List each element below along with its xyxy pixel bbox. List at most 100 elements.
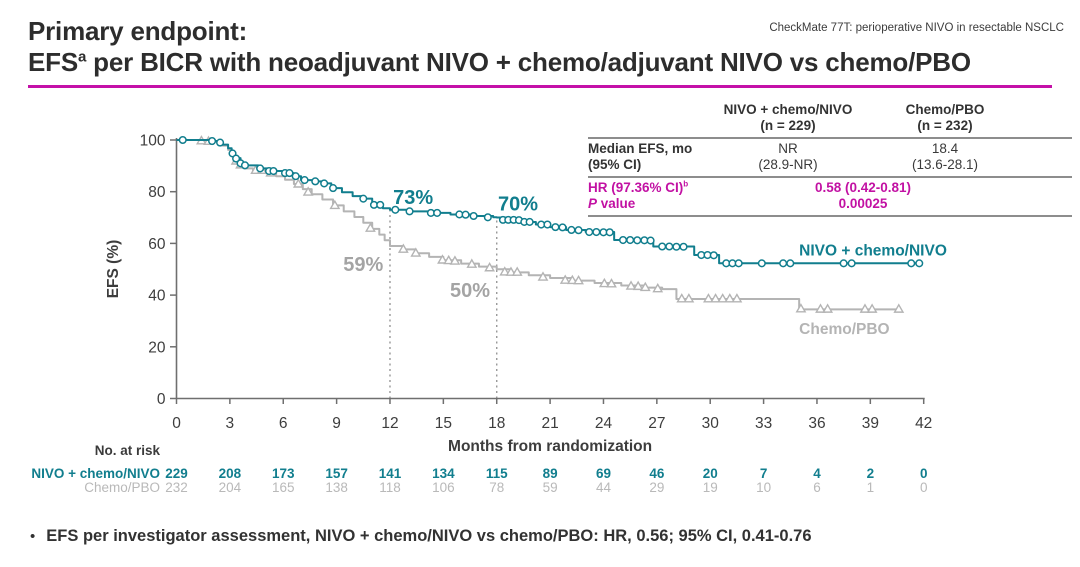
no-at-risk-value: 157 <box>325 466 348 481</box>
footnote-text: EFS per investigator assessment, NIVO + … <box>46 527 812 545</box>
median-value-nivo: NR (28.9-NR) <box>706 141 870 173</box>
no-at-risk-value: 20 <box>703 466 718 481</box>
censor-mark-triangle <box>795 303 807 313</box>
censor-mark-triangle <box>717 293 729 303</box>
y-tick-label: 20 <box>148 339 166 356</box>
censor-mark-triangle <box>484 262 496 272</box>
col1-header-n: (n = 229) <box>760 117 816 133</box>
median-value-chemo: 18.4 (13.6-28.1) <box>870 141 1020 173</box>
censor-mark-triangle <box>365 222 376 232</box>
censor-mark-circle <box>679 242 688 251</box>
censor-mark-circle <box>483 213 492 222</box>
censor-mark-triangle <box>625 280 637 290</box>
no-at-risk-value: 165 <box>272 480 295 495</box>
no-at-risk-value: 229 <box>165 466 188 481</box>
hr-label-text: HR (97.36% CI) <box>588 179 684 195</box>
censor-mark-circle <box>359 194 368 203</box>
censor-mark-circle <box>269 166 278 176</box>
y-axis-title: EFS (%) <box>105 240 122 299</box>
x-tick-label: 18 <box>488 415 505 432</box>
censor-mark-circle <box>461 210 470 219</box>
censor-mark-circle <box>646 236 655 245</box>
x-tick-label: 15 <box>435 415 452 432</box>
trial-tag: CheckMate 77T: perioperative NIVO in res… <box>769 22 1064 34</box>
y-tick-label: 0 <box>157 391 166 408</box>
y-tick-label: 40 <box>148 288 166 305</box>
no-at-risk-value: 46 <box>649 466 665 481</box>
footnote-bullet: • EFS per investigator assessment, NIVO … <box>30 527 1050 547</box>
censor-mark-triangle <box>559 274 571 284</box>
median-chemo-ci: (13.6-28.1) <box>911 156 979 172</box>
no-at-risk-value: 118 <box>379 480 401 495</box>
p-label: P value <box>588 196 706 212</box>
no-at-risk-value: 44 <box>596 480 612 495</box>
censor-mark-triangle <box>499 266 511 276</box>
curve-label-nivo: NIVO + chemo/NIVO <box>799 243 947 260</box>
title-footnote-marker: a <box>77 48 87 66</box>
x-tick-label: 39 <box>862 415 879 432</box>
median-efs-label: Median EFS, mo (95% CI) <box>588 141 706 173</box>
censor-mark-circle <box>433 208 442 217</box>
censor-mark-circle <box>907 259 916 268</box>
censor-mark-circle <box>574 226 583 235</box>
efs-stats-table: NIVO + chemo/NIVO (n = 229) Chemo/PBO (n… <box>588 100 1072 217</box>
censor-mark-circle <box>525 217 534 226</box>
hr-label: HR (97.36% CI)b <box>588 180 706 196</box>
median-label-line1: Median EFS, mo <box>588 140 693 156</box>
censor-mark-triangle <box>893 303 905 313</box>
x-tick-label: 6 <box>279 415 288 432</box>
censor-mark-triangle <box>598 277 610 288</box>
censor-mark-triangle <box>292 178 304 188</box>
censor-mark-triangle <box>437 254 448 264</box>
stats-col1-header: NIVO + chemo/NIVO (n = 229) <box>706 102 870 134</box>
censor-mark-circle <box>256 164 265 173</box>
censor-mark-circle <box>709 251 718 260</box>
hr-pvalue-label: HR (97.36% CI)b P value <box>588 180 706 212</box>
annotation-59%: 59% <box>343 254 383 276</box>
censor-mark-circle <box>585 227 594 237</box>
annotation-73%: 73% <box>393 187 433 209</box>
median-nivo-ci: (28.9-NR) <box>758 156 818 172</box>
stats-col2-header: Chemo/PBO (n = 232) <box>870 102 1020 134</box>
col2-header-n: (n = 232) <box>917 117 973 133</box>
censor-mark-circle <box>665 242 674 251</box>
censor-mark-triangle <box>724 293 736 303</box>
censor-mark-circle <box>618 235 628 245</box>
no-at-risk-value: 29 <box>649 480 664 495</box>
censor-mark-triangle <box>443 254 455 265</box>
no-at-risk-value: 138 <box>325 480 348 495</box>
censor-mark-triangle <box>505 266 517 276</box>
censor-mark-circle <box>543 220 552 229</box>
censor-mark-circle <box>329 184 338 193</box>
censor-mark-circle <box>658 242 667 251</box>
censor-mark-circle <box>311 177 320 186</box>
censor-mark-circle <box>839 259 848 268</box>
col1-header-name: NIVO + chemo/NIVO <box>723 102 853 117</box>
col2-header-name: Chemo/PBO <box>905 102 985 117</box>
censor-mark-triangle <box>410 247 422 257</box>
censor-mark-triangle <box>859 303 871 313</box>
censor-mark-triangle <box>302 186 314 196</box>
no-at-risk-value: 10 <box>756 480 771 495</box>
censor-mark-circle <box>567 225 576 235</box>
censor-mark-circle <box>633 236 642 245</box>
censor-mark-triangle <box>606 278 617 288</box>
no-at-risk-value: 69 <box>596 466 611 481</box>
censor-mark-circle <box>391 205 400 214</box>
censor-mark-triangle <box>866 303 878 313</box>
censor-mark-triangle <box>731 293 743 303</box>
censor-mark-triangle <box>397 243 409 253</box>
censor-mark-circle <box>216 138 225 147</box>
no-at-risk-value: 208 <box>219 466 242 481</box>
y-tick-label: 60 <box>148 236 166 253</box>
title-line1: Primary endpoint: <box>28 16 248 46</box>
censor-mark-triangle <box>710 293 721 303</box>
no-at-risk-value: 59 <box>543 480 558 495</box>
x-tick-label: 30 <box>702 415 720 432</box>
x-tick-label: 24 <box>595 415 613 432</box>
stats-header-row: NIVO + chemo/NIVO (n = 229) Chemo/PBO (n… <box>588 100 1072 139</box>
p-label-rest: value <box>597 195 636 211</box>
no-at-risk-value: 115 <box>486 466 508 481</box>
median-chemo-estimate: 18.4 <box>931 140 959 156</box>
